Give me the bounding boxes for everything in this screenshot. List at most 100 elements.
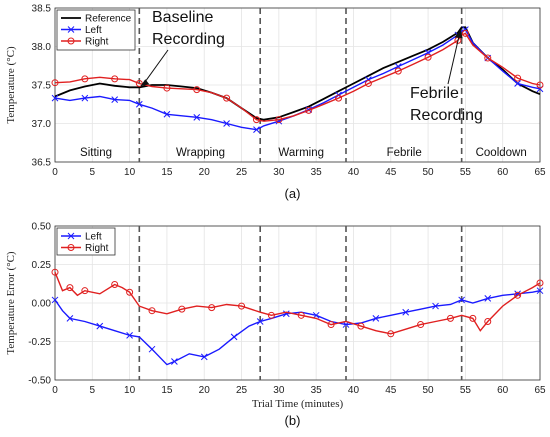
data-point-right (81, 287, 89, 295)
annotation-text: Recording (410, 107, 483, 124)
data-point-left (171, 358, 178, 365)
marker-stroke (253, 126, 260, 134)
marker-stroke (193, 113, 201, 121)
marker-stroke (514, 80, 521, 87)
data-point-right (178, 305, 186, 313)
data-point-left (135, 100, 143, 108)
data-point-left (432, 302, 439, 310)
annotation-arrow (447, 33, 461, 85)
data-point-left (51, 296, 59, 304)
data-point-left (126, 331, 133, 339)
x-tick-label: 40 (348, 385, 360, 396)
data-point-right (81, 75, 89, 83)
data-point-left (282, 310, 290, 318)
y-tick-label: 0.00 (32, 299, 52, 310)
annotation-arrowhead (140, 79, 150, 87)
legend (56, 227, 116, 256)
annotation-text: Febrile (410, 85, 459, 102)
data-point-left (253, 126, 260, 134)
data-point-left (200, 353, 208, 361)
marker-stroke (51, 94, 59, 102)
y-tick-label: -0.50 (28, 376, 51, 387)
x-tick-label: 20 (199, 385, 211, 396)
marker-stroke (163, 110, 171, 118)
axes-frame (54, 225, 541, 381)
x-tick-label: 60 (497, 167, 509, 178)
x-tick-label: 40 (348, 167, 360, 178)
data-point-right (51, 268, 59, 276)
marker-stroke (111, 96, 119, 103)
x-tick-label: 0 (52, 167, 58, 178)
marker-stroke (514, 290, 521, 298)
data-point-left (536, 287, 544, 295)
y-tick-label: 37.0 (32, 119, 52, 130)
marker-stroke (402, 308, 410, 316)
legend-marker (67, 26, 75, 33)
data-point-right (223, 94, 231, 102)
marker-stroke (171, 358, 178, 365)
marker-stroke (81, 94, 89, 102)
x-tick-label: 25 (236, 385, 248, 396)
data-point-right (193, 86, 201, 94)
data-point-left (81, 94, 89, 102)
x-tick-label: 45 (385, 385, 397, 396)
legend-marker (67, 244, 75, 251)
phase-label: Sitting (80, 147, 112, 159)
marker-stroke (126, 331, 133, 339)
data-point-right (126, 288, 134, 296)
data-point-left (256, 318, 264, 325)
data-point-right (327, 321, 335, 329)
x-tick-label: 35 (311, 385, 323, 396)
annotation-text: Baseline (152, 9, 213, 26)
data-point-left (66, 315, 74, 322)
data-point-right (335, 94, 343, 102)
data-point-right (297, 311, 305, 319)
subfigure-caption: (a) (285, 186, 301, 201)
y-axis-label: Temperature (°C) (5, 46, 17, 124)
marker-stroke (484, 295, 492, 302)
data-point-right (394, 67, 402, 75)
x-tick-label: 50 (423, 167, 435, 178)
data-point-right (135, 79, 143, 87)
x-tick-label: 15 (161, 167, 173, 178)
data-point-left (96, 322, 104, 330)
data-point-right (469, 314, 477, 322)
legend-box (56, 227, 116, 256)
data-point-left (514, 290, 521, 298)
data-point-left (230, 333, 238, 341)
data-point-right (238, 302, 246, 310)
marker-stroke (536, 287, 544, 295)
data-point-left (223, 120, 230, 127)
x-tick-label: 20 (199, 167, 211, 178)
y-tick-label: 38.5 (32, 4, 52, 15)
data-point-right (252, 116, 260, 124)
marker-stroke (223, 120, 230, 127)
series-line-right (54, 32, 541, 122)
marker-stroke (66, 315, 74, 322)
legend-label: Right (85, 243, 109, 254)
x-tick-label: 15 (161, 385, 173, 396)
x-tick-label: 35 (311, 167, 323, 178)
data-point-right (111, 75, 119, 83)
y-tick-label: 0.50 (32, 222, 52, 233)
data-point-right (163, 84, 171, 92)
marker-stroke (96, 322, 104, 330)
x-tick-label: 10 (124, 385, 136, 396)
x-tick-label: 55 (460, 385, 472, 396)
data-point-right (275, 116, 283, 124)
marker-stroke (458, 296, 466, 304)
annotation-arrowhead (454, 29, 463, 39)
data-point-right (267, 311, 275, 319)
phase-label: Warming (278, 147, 324, 159)
data-point-right (51, 79, 59, 87)
data-point-left (111, 96, 119, 103)
marker-stroke (200, 353, 208, 361)
data-point-right (514, 291, 522, 299)
y-tick-label: -0.25 (28, 337, 51, 348)
data-point-right (514, 74, 522, 82)
data-point-right (417, 321, 425, 329)
data-point-left (484, 295, 492, 302)
legend-marker (67, 232, 75, 240)
phase-label: Cooldown (476, 147, 527, 159)
